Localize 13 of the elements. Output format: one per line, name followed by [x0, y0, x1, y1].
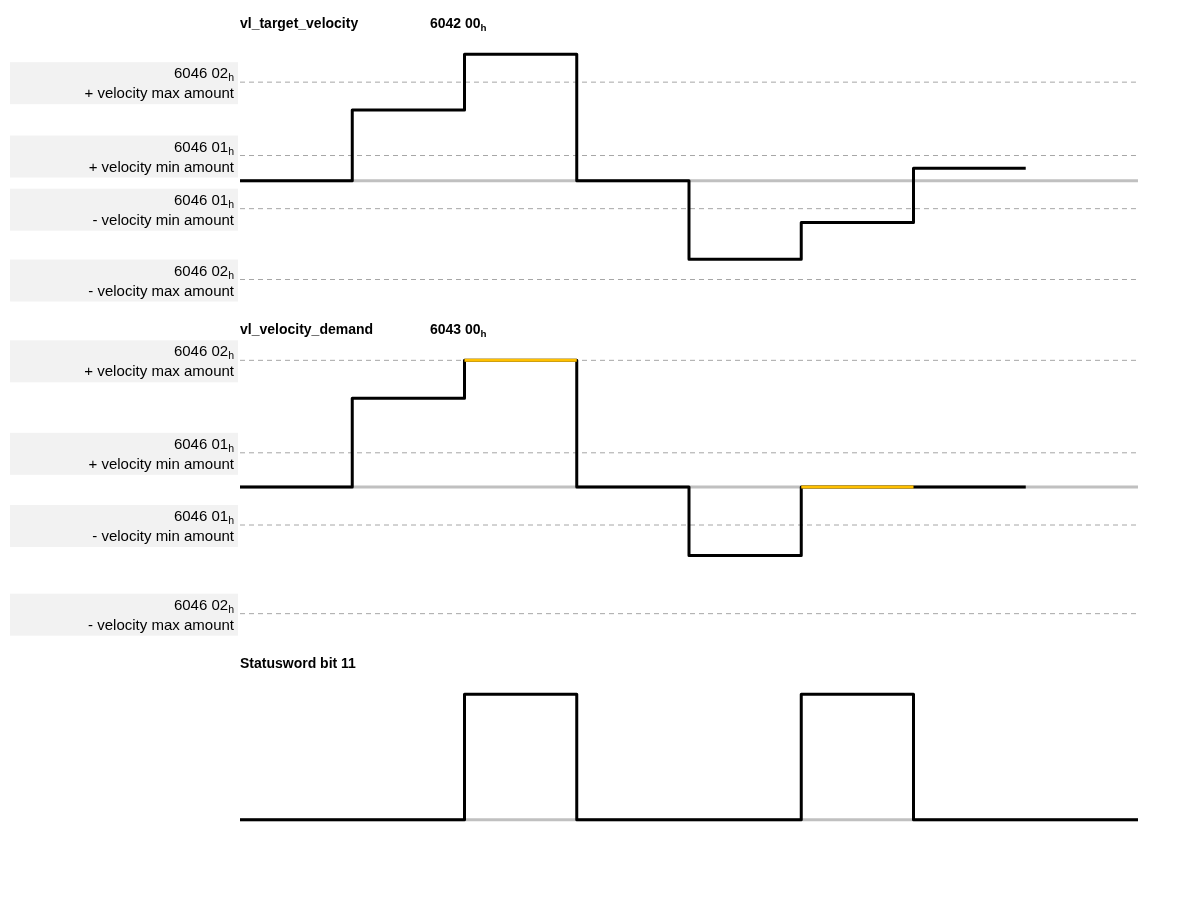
- ref-line-label: 6046 02$_{h}$ - velocity max amount: [88, 595, 235, 633]
- chart-title: vl_velocity_demand: [240, 320, 374, 337]
- ref-line-label: 6046 02$_{h}$ - velocity max amount: [88, 261, 235, 299]
- ref-line-label: 6046 02$_{h}$ + velocity max amount: [84, 342, 235, 380]
- chart-subtitle: 6042 00$_{h}$: [430, 15, 487, 33]
- ref-line-label: 6046 01$_{h}$ - velocity min amount: [92, 190, 235, 228]
- chart-title: vl_target_velocity: [240, 15, 359, 31]
- chart-title: Statusword bit 11: [240, 654, 357, 671]
- ref-line-label: 6046 01$_{h}$ + velocity min amount: [88, 434, 235, 472]
- chart-subtitle: 6043 00$_{h}$: [430, 320, 487, 339]
- ref-line-label: 6046 01$_{h}$ + velocity min amount: [88, 137, 235, 175]
- ref-line-label: 6046 01$_{h}$ - velocity min amount: [92, 506, 235, 544]
- ref-line-label: 6046 02$_{h}$ + velocity max amount: [84, 64, 235, 102]
